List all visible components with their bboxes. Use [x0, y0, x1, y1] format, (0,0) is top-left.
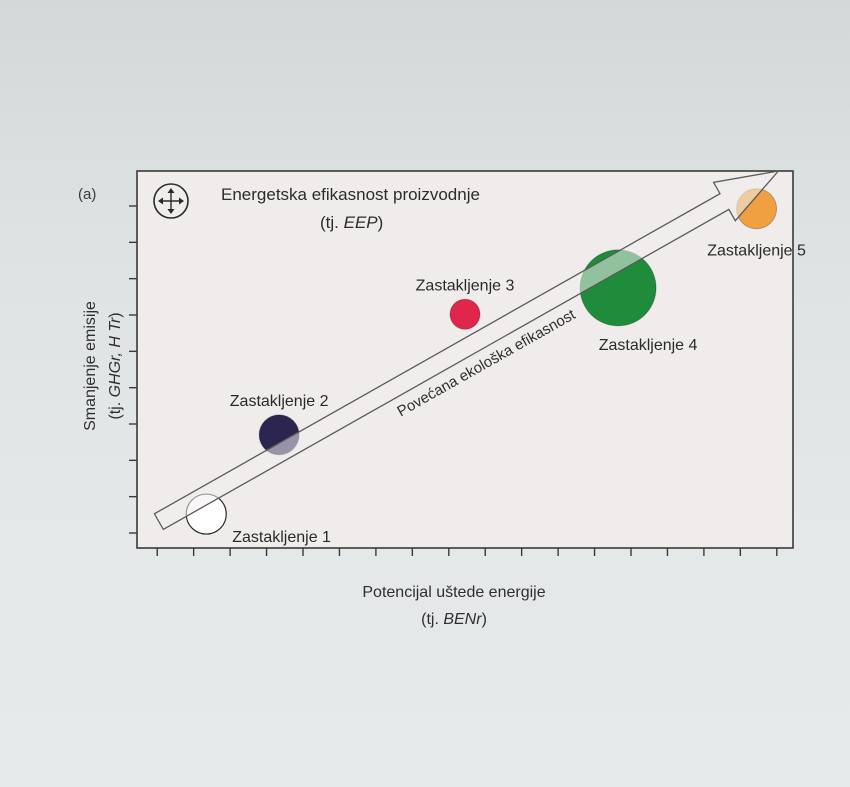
compass-arrows-icon [153, 183, 189, 219]
chart-subtitle-abbr: EEP [344, 213, 379, 232]
point-label: Zastakljenje 2 [230, 393, 329, 410]
x-axis-ticks [156, 548, 778, 556]
chart-subtitle-prefix: (tj. [320, 213, 344, 232]
x-axis-sublabel-suffix: ) [482, 611, 487, 628]
point-labels: Zastakljenje 1 Zastakljenje 2 Zastakljenje… [230, 243, 806, 546]
efficiency-arrow [153, 170, 781, 531]
y-axis-ticks [129, 205, 137, 534]
y-axis-label: Smanjenje emisije [82, 301, 99, 431]
scatter-point [449, 298, 481, 330]
point-label: Zastakljenje 4 [599, 337, 698, 354]
y-axis-sublabel-suffix: ) [107, 312, 124, 317]
y-axis-sublabel: (tj. GHGr, H Tr) [107, 312, 124, 419]
y-axis-sublabel-prefix: (tj. [107, 397, 124, 419]
y-axis-sublabel-abbr: GHGr, H Tr [107, 317, 124, 397]
chart-title: Energetska efikasnost proizvodnje [221, 185, 480, 204]
chart-subtitle: (tj. EEP) [320, 213, 383, 232]
x-axis-sublabel-abbr: BENr [443, 611, 482, 628]
chart-subtitle-suffix: ) [378, 213, 384, 232]
point-label: Zastakljenje 3 [416, 277, 515, 294]
panel-label: (a) [78, 186, 96, 203]
x-axis-label: Potencijal uštede energije [362, 584, 545, 601]
x-axis-sublabel: (tj. BENr) [421, 611, 487, 628]
x-axis-sublabel-prefix: (tj. [421, 611, 443, 628]
point-label: Zastakljenje 5 [707, 243, 806, 260]
point-label: Zastakljenje 1 [232, 529, 331, 546]
arrow-shape [153, 170, 781, 531]
